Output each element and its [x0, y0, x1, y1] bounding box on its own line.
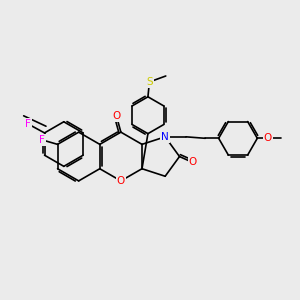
- Text: O: O: [264, 133, 272, 143]
- Text: O: O: [189, 158, 197, 167]
- Text: S: S: [146, 77, 153, 87]
- Text: O: O: [112, 111, 121, 121]
- Text: O: O: [117, 176, 125, 186]
- Text: F: F: [39, 135, 45, 145]
- Text: F: F: [25, 119, 31, 129]
- Text: N: N: [161, 132, 169, 142]
